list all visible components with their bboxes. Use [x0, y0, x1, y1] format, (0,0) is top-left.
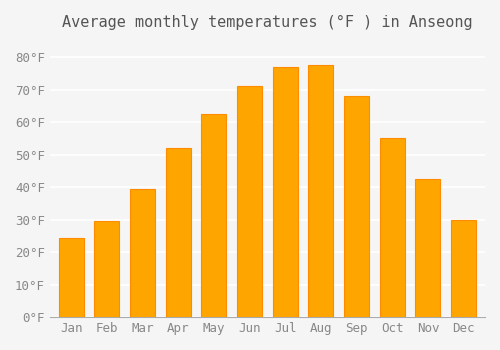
Bar [308, 65, 334, 317]
Bar [344, 96, 369, 317]
Bar [380, 138, 404, 317]
Bar [237, 86, 262, 317]
Bar [166, 148, 190, 317]
Bar [94, 221, 120, 317]
Title: Average monthly temperatures (°F ) in Anseong: Average monthly temperatures (°F ) in An… [62, 15, 472, 30]
Bar [451, 220, 476, 317]
Bar [202, 114, 226, 317]
Bar [416, 179, 440, 317]
Bar [59, 238, 84, 317]
Bar [273, 67, 297, 317]
Bar [130, 189, 155, 317]
